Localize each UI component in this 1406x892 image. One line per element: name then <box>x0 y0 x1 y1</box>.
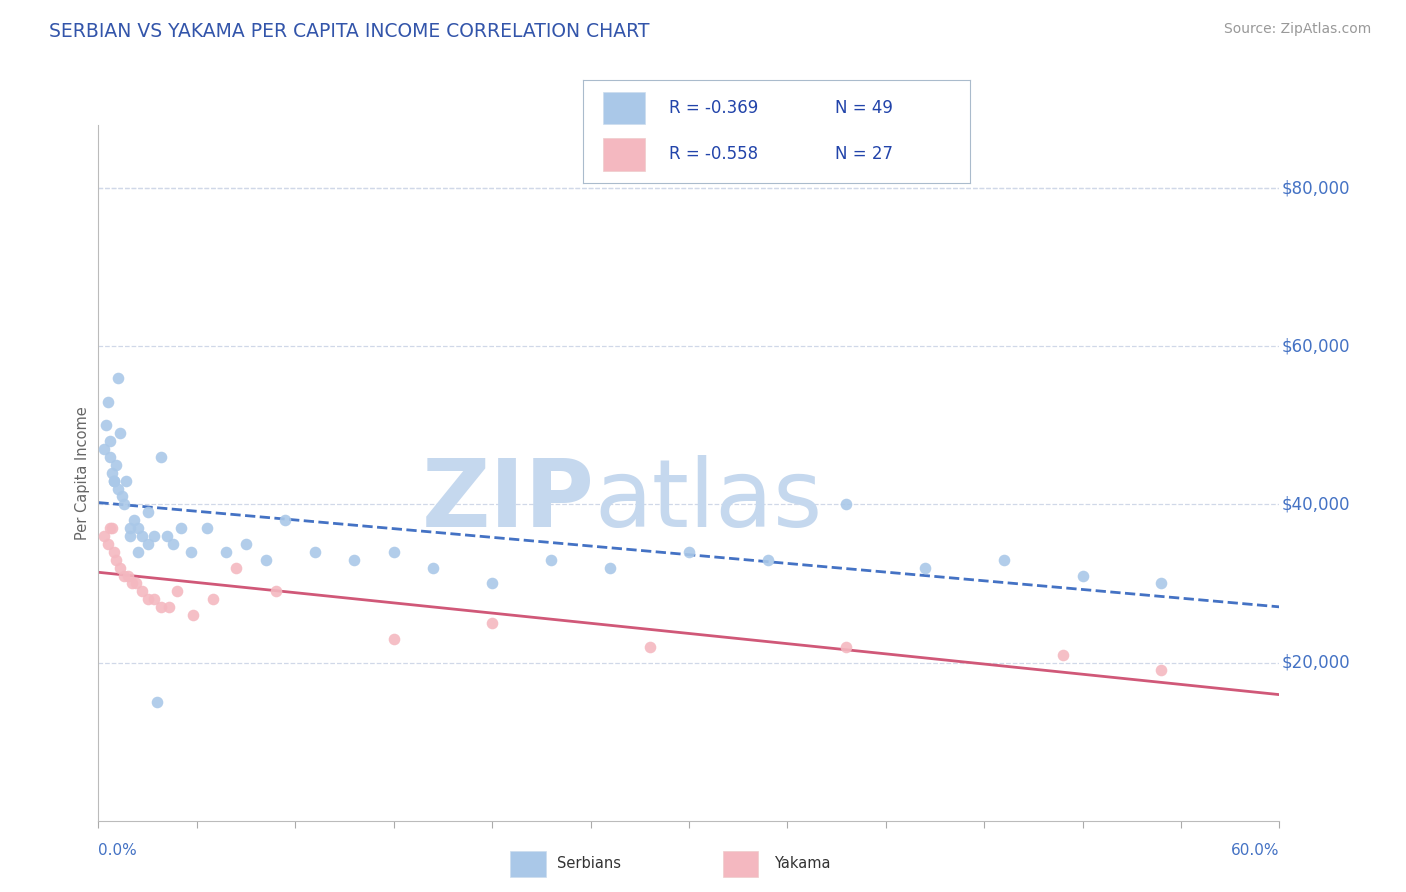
Point <box>127 521 149 535</box>
Point <box>382 545 405 559</box>
Point <box>150 600 173 615</box>
FancyBboxPatch shape <box>603 92 645 124</box>
Point <box>93 442 115 456</box>
Point <box>1150 664 1173 678</box>
Point <box>117 568 139 582</box>
Point <box>540 552 562 567</box>
Point <box>304 545 326 559</box>
Point <box>101 521 124 535</box>
Point <box>150 450 173 464</box>
Text: SERBIAN VS YAKAMA PER CAPITA INCOME CORRELATION CHART: SERBIAN VS YAKAMA PER CAPITA INCOME CORR… <box>49 22 650 41</box>
Point <box>103 474 125 488</box>
Point <box>156 529 179 543</box>
Point <box>481 615 503 630</box>
Point <box>157 600 180 615</box>
Point <box>101 466 124 480</box>
Point <box>98 521 121 535</box>
Text: $40,000: $40,000 <box>1282 495 1350 514</box>
Point <box>162 537 184 551</box>
Text: ZIP: ZIP <box>422 455 595 547</box>
Text: R = -0.369: R = -0.369 <box>669 99 758 117</box>
Point <box>343 552 366 567</box>
Point <box>108 426 131 441</box>
Point <box>993 552 1015 567</box>
Point <box>93 529 115 543</box>
Text: N = 49: N = 49 <box>835 99 893 117</box>
Point <box>274 513 297 527</box>
Point <box>170 521 193 535</box>
Point <box>142 529 165 543</box>
Point <box>254 552 277 567</box>
Point <box>835 497 858 511</box>
Point <box>215 545 238 559</box>
Text: 0.0%: 0.0% <box>98 843 138 858</box>
Point <box>201 592 224 607</box>
Point <box>914 560 936 574</box>
Point <box>180 545 202 559</box>
Point <box>103 474 125 488</box>
Point <box>127 545 149 559</box>
Point <box>97 537 120 551</box>
Text: Yakama: Yakama <box>773 855 831 871</box>
Point <box>98 450 121 464</box>
Point <box>97 394 120 409</box>
Point <box>105 552 128 567</box>
Point <box>98 434 121 449</box>
Point <box>638 640 661 654</box>
Point <box>136 592 159 607</box>
Point <box>422 560 444 574</box>
Point <box>131 529 153 543</box>
Text: R = -0.558: R = -0.558 <box>669 145 758 163</box>
Point <box>131 584 153 599</box>
Point <box>264 584 287 599</box>
Point <box>166 584 188 599</box>
Point <box>96 418 118 433</box>
Point <box>118 529 141 543</box>
FancyBboxPatch shape <box>510 851 546 877</box>
Point <box>118 521 141 535</box>
Point <box>481 576 503 591</box>
Point <box>1150 576 1173 591</box>
Point <box>125 576 148 591</box>
Point <box>112 497 135 511</box>
Point <box>678 545 700 559</box>
Text: $60,000: $60,000 <box>1282 337 1350 355</box>
Point <box>235 537 257 551</box>
Text: 60.0%: 60.0% <box>1232 843 1279 858</box>
Point <box>136 505 159 519</box>
Point <box>122 513 145 527</box>
Point <box>115 474 138 488</box>
Point <box>107 482 129 496</box>
FancyBboxPatch shape <box>723 851 758 877</box>
Text: N = 27: N = 27 <box>835 145 893 163</box>
FancyBboxPatch shape <box>603 137 645 170</box>
Point <box>756 552 779 567</box>
Point <box>105 458 128 472</box>
Point <box>195 521 218 535</box>
Point <box>136 537 159 551</box>
Y-axis label: Per Capita Income: Per Capita Income <box>75 406 90 540</box>
Point <box>142 592 165 607</box>
Point <box>121 576 143 591</box>
Point <box>111 490 134 504</box>
Point <box>599 560 621 574</box>
Point <box>108 560 131 574</box>
Point <box>835 640 858 654</box>
Point <box>1052 648 1074 662</box>
Point <box>107 371 129 385</box>
Text: atlas: atlas <box>595 455 823 547</box>
Point <box>146 695 169 709</box>
Text: Serbians: Serbians <box>557 855 621 871</box>
Point <box>225 560 247 574</box>
Point <box>181 608 204 623</box>
Text: Source: ZipAtlas.com: Source: ZipAtlas.com <box>1223 22 1371 37</box>
Point <box>382 632 405 646</box>
Point <box>112 568 135 582</box>
Point <box>103 545 125 559</box>
Point <box>1071 568 1094 582</box>
Text: $20,000: $20,000 <box>1282 654 1350 672</box>
Text: $80,000: $80,000 <box>1282 179 1350 197</box>
